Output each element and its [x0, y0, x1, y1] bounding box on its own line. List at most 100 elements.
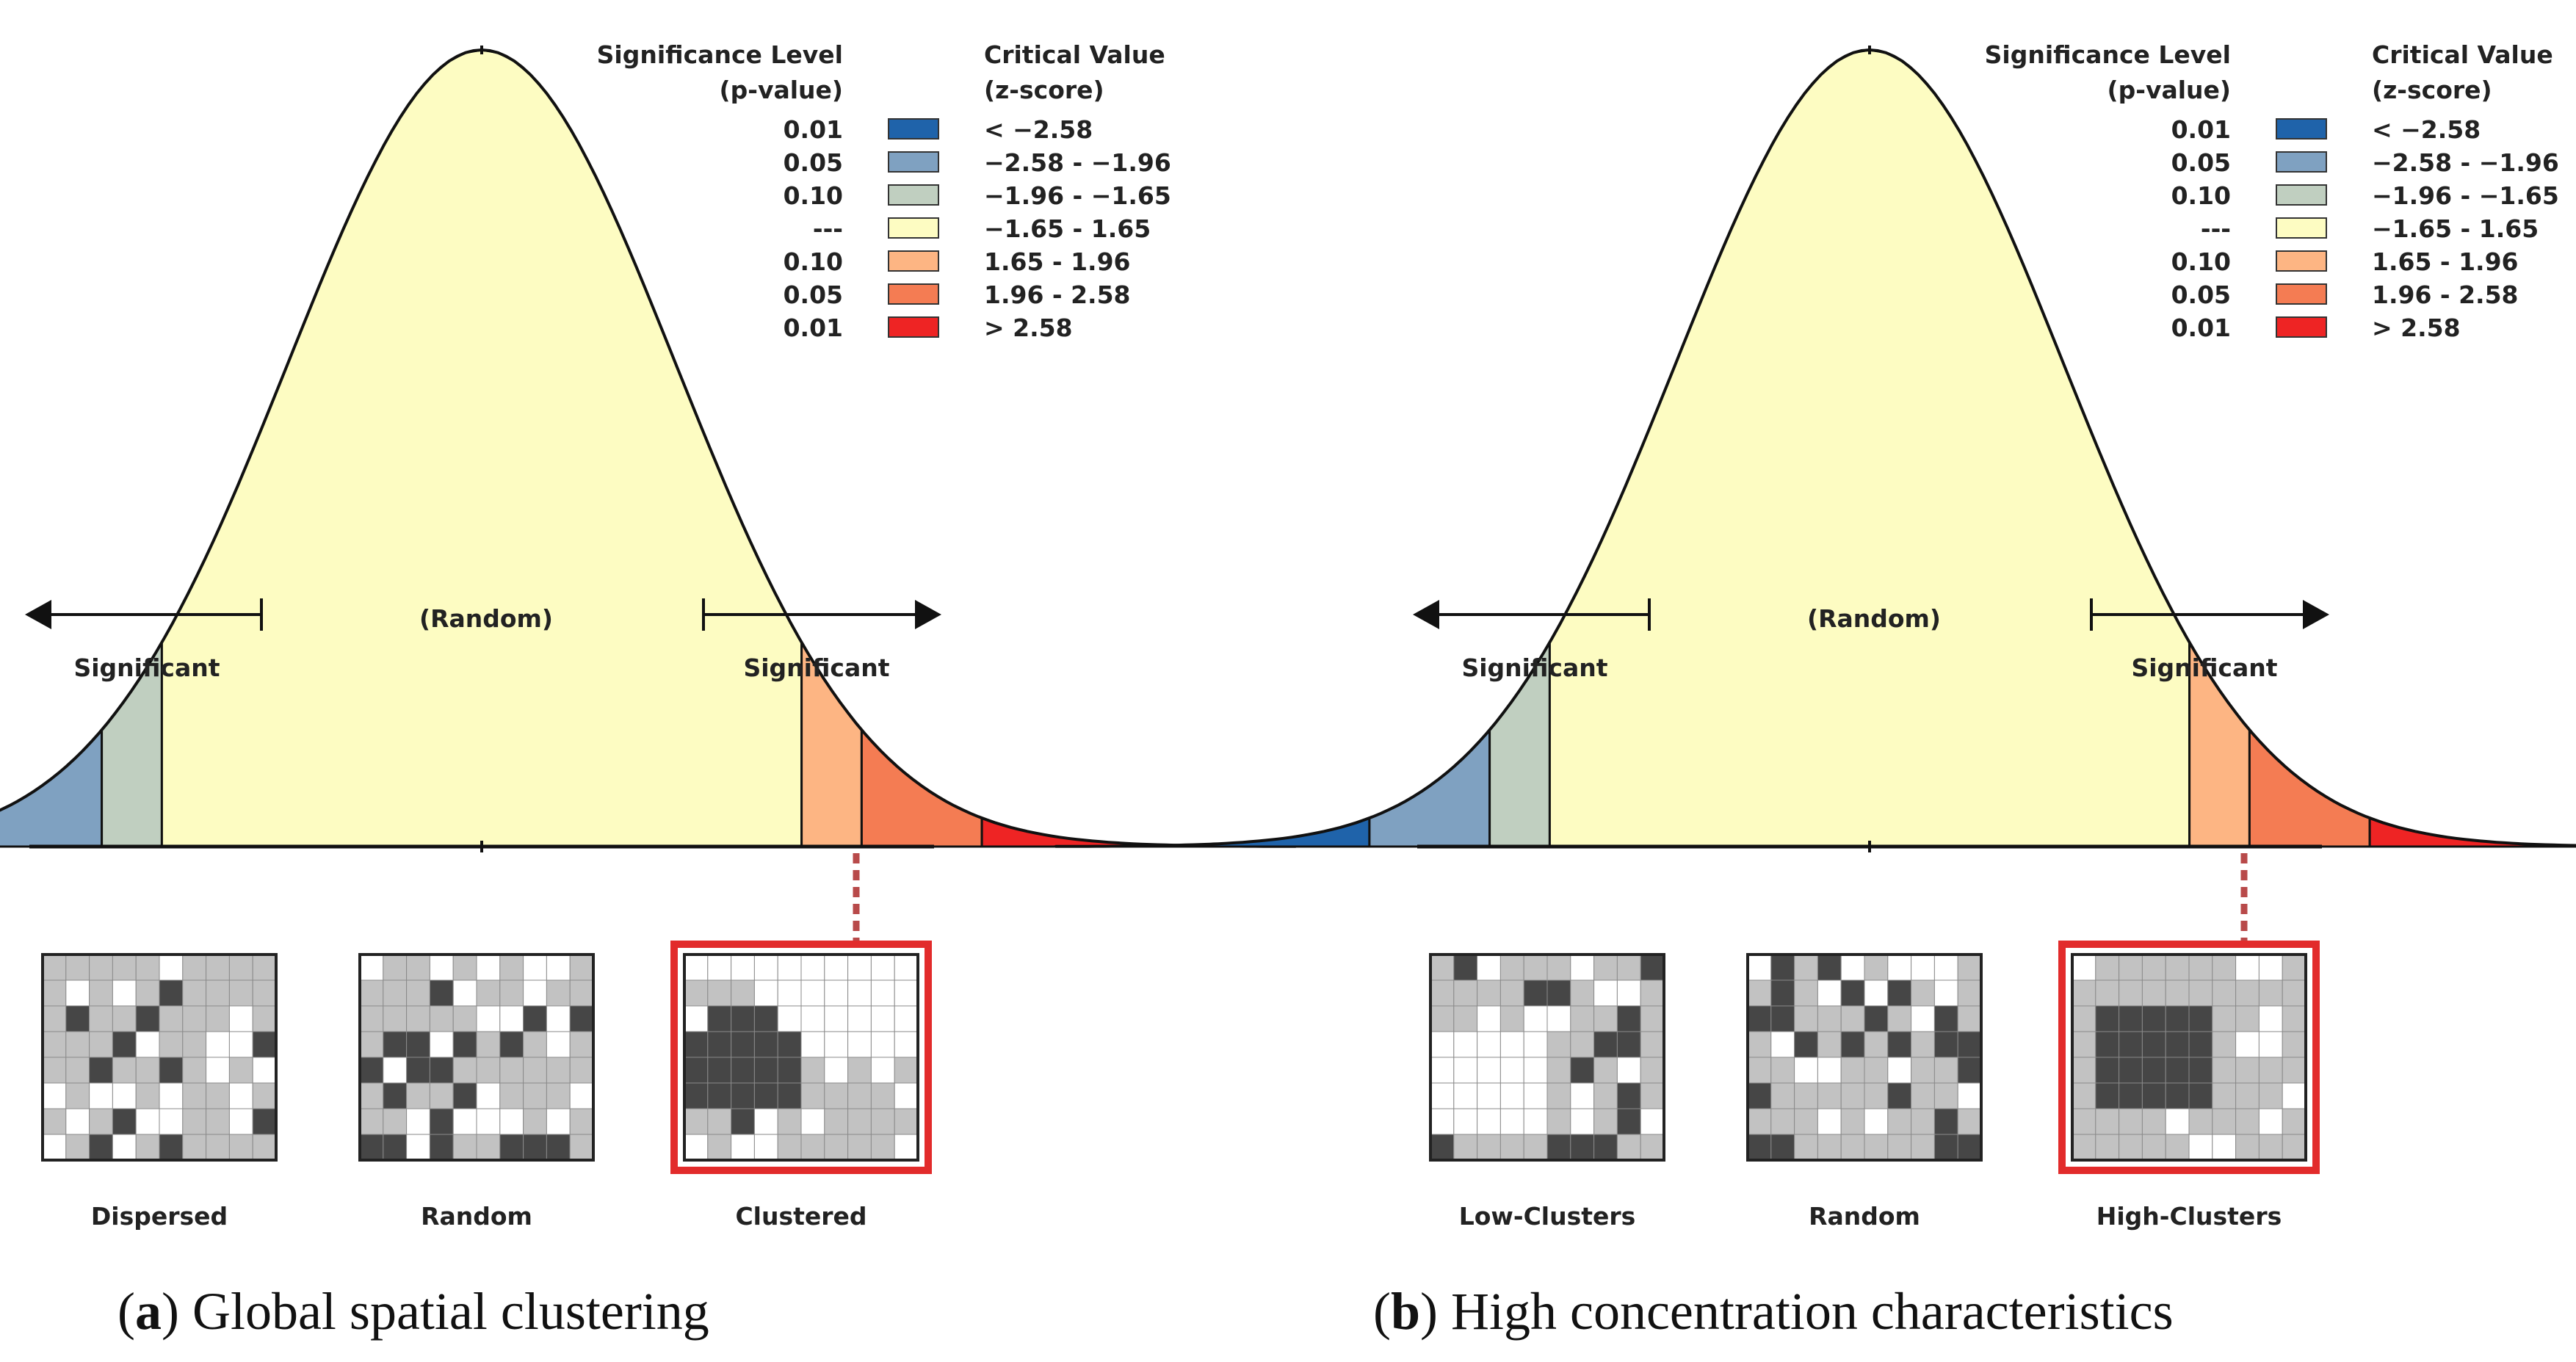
map-region	[1770, 1108, 1795, 1135]
map-region	[1523, 979, 1548, 1007]
map-region	[800, 1005, 825, 1032]
map-region	[1887, 1134, 1912, 1161]
map-region	[847, 1005, 872, 1032]
map-region	[383, 1108, 408, 1135]
map-region	[753, 1005, 778, 1032]
map-region	[1593, 1005, 1618, 1032]
map-region	[1523, 1082, 1548, 1109]
map-region	[1747, 979, 1772, 1007]
map-region	[1933, 1031, 1958, 1058]
map-region	[252, 979, 277, 1007]
map-region	[42, 1108, 67, 1135]
map-region	[359, 1134, 384, 1161]
map-region	[1957, 1082, 1982, 1109]
legend-swatch	[888, 250, 939, 272]
map-region	[1770, 1031, 1795, 1058]
map-region	[452, 1134, 477, 1161]
map-region	[777, 1108, 802, 1135]
map-region	[2212, 1005, 2237, 1032]
map-region	[2235, 1031, 2260, 1058]
map-region	[800, 954, 825, 981]
map-region	[753, 1057, 778, 1084]
map-frame	[358, 953, 595, 1162]
map-frame	[683, 953, 919, 1162]
map-region	[777, 1082, 802, 1109]
map-region	[476, 1005, 501, 1032]
map-region	[824, 1108, 849, 1135]
legend: Significance Level (p-value) Critical Va…	[597, 40, 1171, 342]
pattern-maps: Dispersed Random Clustered	[41, 941, 932, 1231]
map-region	[1523, 1005, 1548, 1032]
map-region	[1794, 1005, 1818, 1032]
map-region	[452, 1082, 477, 1109]
map-region	[383, 954, 408, 981]
map-region	[707, 1005, 732, 1032]
map-region	[684, 954, 709, 981]
map-region	[476, 1134, 501, 1161]
map-region	[1747, 1005, 1772, 1032]
map-region	[1477, 1057, 1501, 1084]
map-region	[1453, 1134, 1478, 1161]
map-region	[1887, 1108, 1912, 1135]
map-region	[2282, 979, 2307, 1007]
map-region	[1430, 1031, 1455, 1058]
map-region	[406, 979, 430, 1007]
map-region	[847, 979, 872, 1007]
legend-swatch	[2276, 250, 2327, 272]
map-region	[206, 1005, 230, 1032]
map-region	[753, 1031, 778, 1058]
map-region	[206, 1057, 230, 1084]
legend-z-range: < −2.58	[984, 115, 1093, 144]
legend-z-range: < −2.58	[2372, 115, 2481, 144]
map-region	[847, 1082, 872, 1109]
map-region	[2141, 1057, 2166, 1084]
panel-global-spatial-clustering: Significance Level (p-value) Critical Va…	[0, 40, 1298, 1341]
map-region	[2258, 979, 2283, 1007]
map-region	[1747, 1082, 1772, 1109]
map-region	[228, 1031, 253, 1058]
map-region	[523, 1108, 547, 1135]
map-region	[2119, 954, 2143, 981]
map-region	[1747, 1031, 1772, 1058]
map-region	[1430, 954, 1455, 981]
map-region	[1887, 1082, 1912, 1109]
map-region	[1499, 954, 1524, 981]
map-region	[159, 954, 184, 981]
legend-z-range: −1.65 - 1.65	[984, 214, 1151, 243]
map-region	[523, 1005, 547, 1032]
map-region	[546, 1082, 571, 1109]
map-region	[1453, 1082, 1478, 1109]
map-region	[2072, 979, 2096, 1007]
map-region	[383, 1082, 408, 1109]
map-region	[1840, 1082, 1865, 1109]
map-region	[707, 1134, 732, 1161]
legend-p-value: 0.05	[2171, 148, 2231, 177]
map-region	[452, 979, 477, 1007]
legend-z-range: −1.65 - 1.65	[2372, 214, 2539, 243]
map-region	[684, 1031, 709, 1058]
map-region	[2212, 1134, 2237, 1161]
map-region	[1794, 1134, 1818, 1161]
map-label: High-Clusters	[2096, 1202, 2282, 1231]
legend-z-range: > 2.58	[2372, 314, 2461, 342]
map-region	[206, 1031, 230, 1058]
map-region	[2165, 1005, 2190, 1032]
legend-swatch	[888, 118, 939, 140]
map-region	[1546, 1005, 1571, 1032]
legend-z-range: 1.65 - 1.96	[984, 247, 1131, 276]
map-region	[1840, 1134, 1865, 1161]
map-region	[2212, 954, 2237, 981]
map-region	[1546, 1134, 1571, 1161]
map-region	[406, 1134, 430, 1161]
map-region	[2188, 1031, 2213, 1058]
map-region	[406, 1031, 430, 1058]
map-region	[1523, 1108, 1548, 1135]
legend-p-header-line2: (p-value)	[720, 76, 843, 104]
map-region	[112, 1134, 137, 1161]
map-region	[1817, 1031, 1842, 1058]
map-region	[1770, 1057, 1795, 1084]
map-region	[569, 1082, 594, 1109]
map-region	[684, 1108, 709, 1135]
map-region	[452, 1031, 477, 1058]
map-region	[429, 1082, 454, 1109]
